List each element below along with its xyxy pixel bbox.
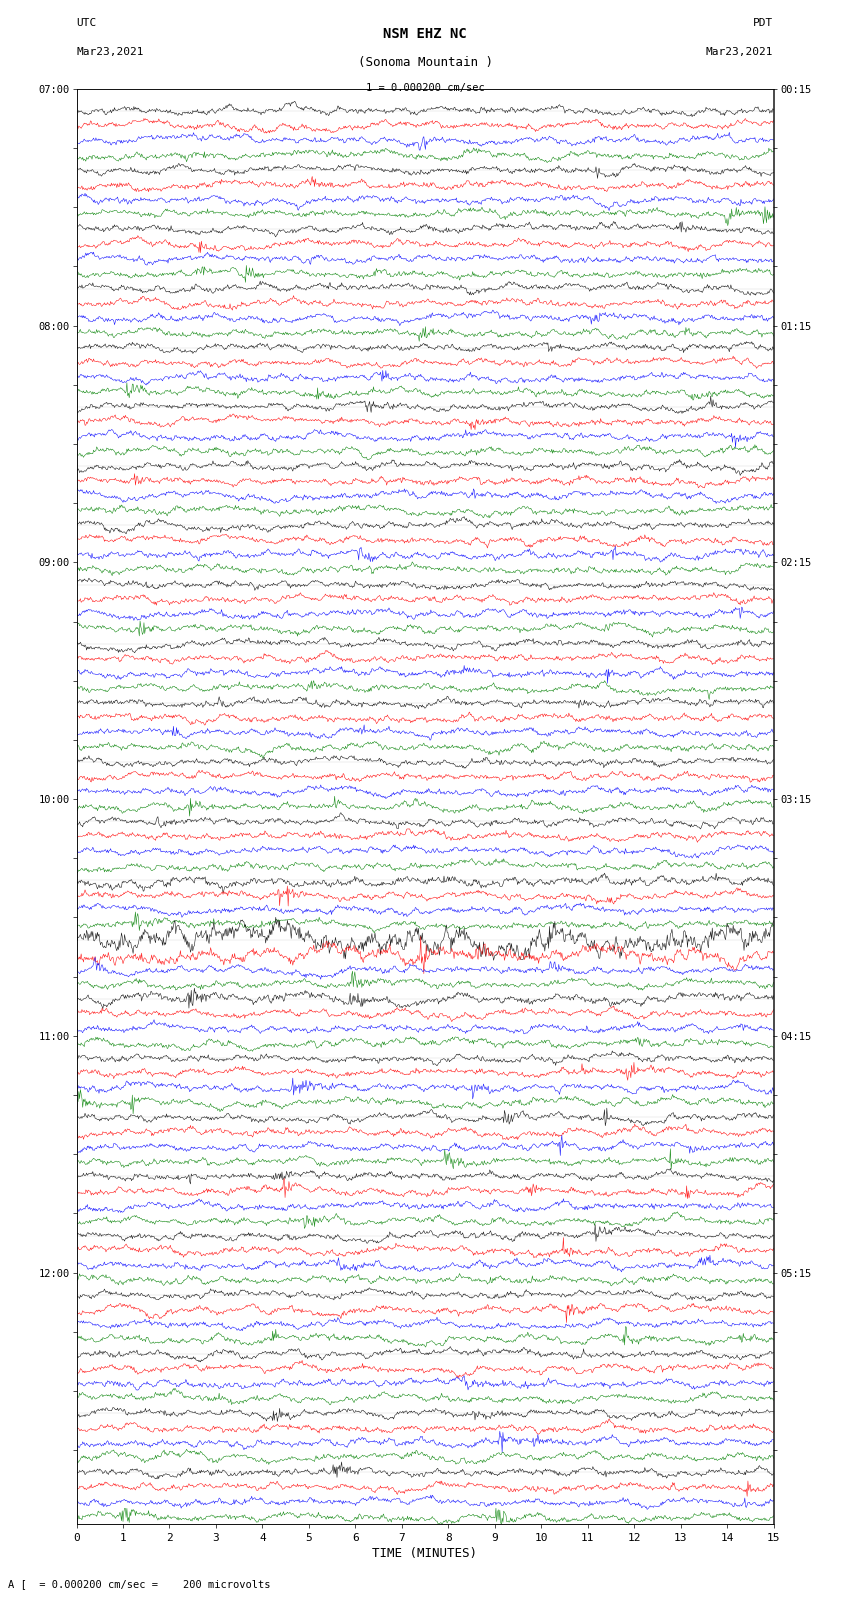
Text: 1 = 0.000200 cm/sec: 1 = 0.000200 cm/sec bbox=[366, 84, 484, 94]
Text: Mar23,2021: Mar23,2021 bbox=[76, 47, 144, 56]
Text: NSM EHZ NC: NSM EHZ NC bbox=[383, 26, 467, 40]
Text: UTC: UTC bbox=[76, 18, 97, 27]
Text: PDT: PDT bbox=[753, 18, 774, 27]
X-axis label: TIME (MINUTES): TIME (MINUTES) bbox=[372, 1547, 478, 1560]
Text: Mar23,2021: Mar23,2021 bbox=[706, 47, 774, 56]
Text: (Sonoma Mountain ): (Sonoma Mountain ) bbox=[358, 56, 492, 69]
Text: A [  = 0.000200 cm/sec =    200 microvolts: A [ = 0.000200 cm/sec = 200 microvolts bbox=[8, 1579, 271, 1589]
